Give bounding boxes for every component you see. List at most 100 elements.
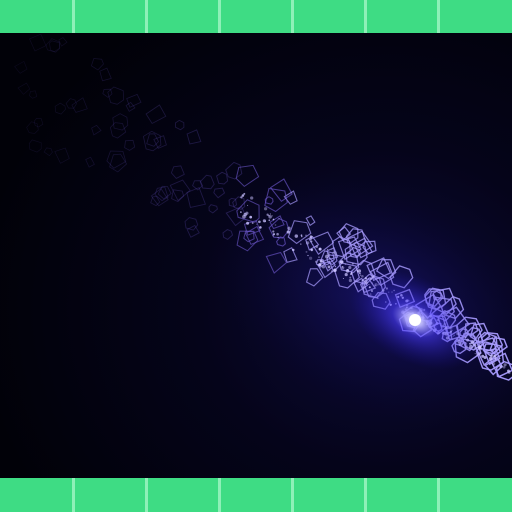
- particle: [498, 360, 501, 362]
- particle: [305, 241, 310, 245]
- particle-web: [184, 217, 199, 231]
- particle: [339, 260, 342, 264]
- particle: [492, 362, 496, 366]
- particle-web: [338, 222, 359, 244]
- particle: [250, 196, 254, 200]
- particle: [481, 354, 485, 358]
- particle: [360, 274, 362, 276]
- particle-web: [126, 93, 142, 108]
- particle: [305, 234, 307, 237]
- separator: [291, 478, 294, 512]
- particle-web: [344, 241, 368, 266]
- particle-web: [264, 187, 288, 213]
- particle-web: [14, 60, 28, 74]
- separator: [72, 478, 75, 512]
- particle-web: [236, 199, 260, 223]
- particle: [259, 226, 262, 229]
- particle-web: [186, 186, 207, 208]
- particle-web: [157, 185, 172, 200]
- particle: [344, 273, 348, 277]
- particle-web: [338, 252, 360, 274]
- particle: [339, 260, 344, 264]
- particle: [319, 259, 323, 263]
- particle: [315, 260, 318, 263]
- particle-web: [186, 129, 202, 145]
- particle: [287, 226, 291, 231]
- separator: [218, 478, 221, 512]
- particle: [331, 249, 333, 251]
- particle: [272, 230, 275, 233]
- particle: [292, 248, 295, 252]
- particle: [356, 269, 358, 271]
- particle-web: [154, 186, 169, 202]
- particle-web: [102, 88, 113, 98]
- particle-web: [243, 219, 261, 236]
- particle: [318, 247, 322, 251]
- particle: [477, 352, 481, 355]
- particle: [324, 254, 329, 259]
- particle-web: [106, 150, 127, 169]
- particle-web: [109, 122, 127, 139]
- particle-web: [337, 236, 362, 261]
- particle-web: [345, 228, 367, 249]
- particle: [263, 207, 268, 211]
- particle-web: [269, 215, 285, 230]
- particle-web: [484, 357, 503, 376]
- particle: [327, 265, 331, 269]
- particle: [327, 248, 329, 250]
- particle-web: [54, 102, 66, 115]
- particle-web: [28, 139, 42, 153]
- particle: [332, 251, 335, 254]
- particle-web: [362, 240, 377, 255]
- particle: [475, 352, 479, 357]
- particle: [348, 265, 352, 270]
- particle-web: [170, 165, 185, 179]
- particle: [251, 222, 254, 224]
- particle-web: [54, 147, 70, 164]
- particle: [321, 265, 326, 269]
- particle-web: [489, 352, 512, 378]
- particle: [308, 256, 313, 260]
- particle-web: [65, 98, 77, 109]
- particle-web: [216, 171, 229, 185]
- particle: [352, 262, 354, 265]
- particle: [503, 363, 507, 367]
- particle: [276, 232, 279, 236]
- particle-web: [153, 135, 167, 149]
- particle-web: [71, 97, 88, 113]
- particle: [328, 260, 331, 263]
- particle-web: [222, 229, 234, 240]
- particle: [499, 366, 502, 368]
- particle-web: [109, 153, 128, 173]
- separator: [72, 0, 75, 33]
- particle-web: [269, 178, 293, 203]
- particle: [240, 196, 243, 199]
- particle: [359, 272, 361, 275]
- separator: [364, 478, 367, 512]
- particle-web: [145, 104, 167, 125]
- particle-web: [483, 347, 501, 366]
- separator: [364, 0, 367, 33]
- particle: [350, 272, 353, 275]
- particle-web: [142, 130, 162, 152]
- particle-web: [112, 113, 129, 131]
- particle: [318, 263, 322, 267]
- particle-web: [326, 247, 339, 260]
- particle-web: [150, 187, 169, 207]
- particle-web: [322, 257, 336, 272]
- particle: [483, 356, 487, 359]
- particle: [493, 354, 496, 358]
- particle: [330, 270, 333, 273]
- particle-web: [308, 231, 335, 256]
- particle-web: [283, 190, 298, 205]
- particle: [307, 254, 309, 257]
- glow-core: [409, 314, 421, 326]
- particle: [502, 365, 506, 369]
- particle-web: [29, 33, 47, 52]
- particle: [322, 260, 325, 262]
- separator: [291, 0, 294, 33]
- particle-web: [17, 82, 31, 95]
- particle: [247, 204, 249, 206]
- particle-web: [225, 161, 243, 180]
